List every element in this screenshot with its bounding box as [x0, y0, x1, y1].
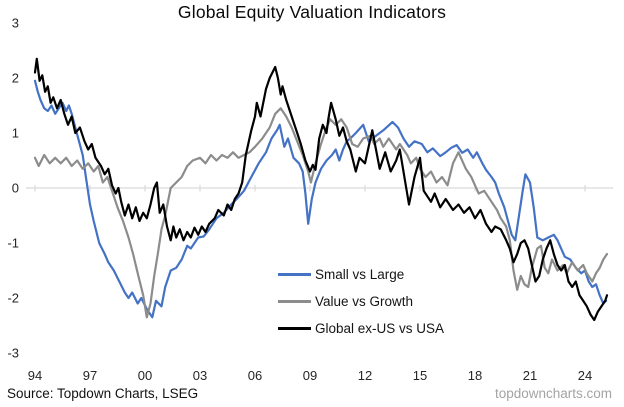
x-tick-label: 97 — [83, 368, 97, 383]
x-tick-label: 94 — [28, 368, 42, 383]
x-tick-label: 24 — [578, 368, 592, 383]
series-line-global-ex-us-vs-usa — [33, 57, 609, 322]
x-tick-label: 00 — [138, 368, 152, 383]
chart-title: Global Equity Valuation Indicators — [177, 2, 447, 22]
website-watermark: topdowncharts.com — [494, 386, 612, 401]
x-tick-label: 21 — [523, 368, 537, 383]
y-tick-label: 3 — [12, 16, 19, 31]
x-tick-label: 18 — [468, 368, 482, 383]
chart-legend: Small vs Large Value vs Growth Global ex… — [278, 261, 444, 342]
y-tick-label: -3 — [7, 346, 19, 361]
x-tick-label: 09 — [303, 368, 317, 383]
x-tick-label: 06 — [248, 368, 262, 383]
x-tick-label: 15 — [413, 368, 427, 383]
series-line-small-vs-large — [33, 79, 608, 319]
legend-line-swatch-gray — [278, 300, 311, 303]
y-tick-label: -1 — [7, 236, 19, 251]
legend-item-value-vs-growth: Value vs Growth — [278, 288, 444, 315]
legend-line-swatch-black — [278, 327, 311, 330]
x-tick-label: 12 — [358, 368, 372, 383]
y-tick-label: 0 — [12, 181, 19, 196]
series-line-value-vs-growth — [33, 107, 609, 319]
x-tick-label: 03 — [193, 368, 207, 383]
legend-item-small-vs-large: Small vs Large — [278, 261, 444, 288]
y-tick-label: 2 — [12, 71, 19, 86]
y-tick-label: 1 — [12, 126, 19, 141]
legend-label: Global ex-US vs USA — [315, 321, 445, 336]
legend-label: Value vs Growth — [315, 294, 414, 309]
source-attribution: Source: Topdown Charts, LSEG — [7, 386, 199, 401]
y-tick-label: -2 — [7, 291, 19, 306]
legend-item-global-exus-vs-usa: Global ex-US vs USA — [278, 315, 444, 342]
legend-label: Small vs Large — [315, 267, 405, 282]
legend-line-swatch-blue — [278, 273, 311, 276]
